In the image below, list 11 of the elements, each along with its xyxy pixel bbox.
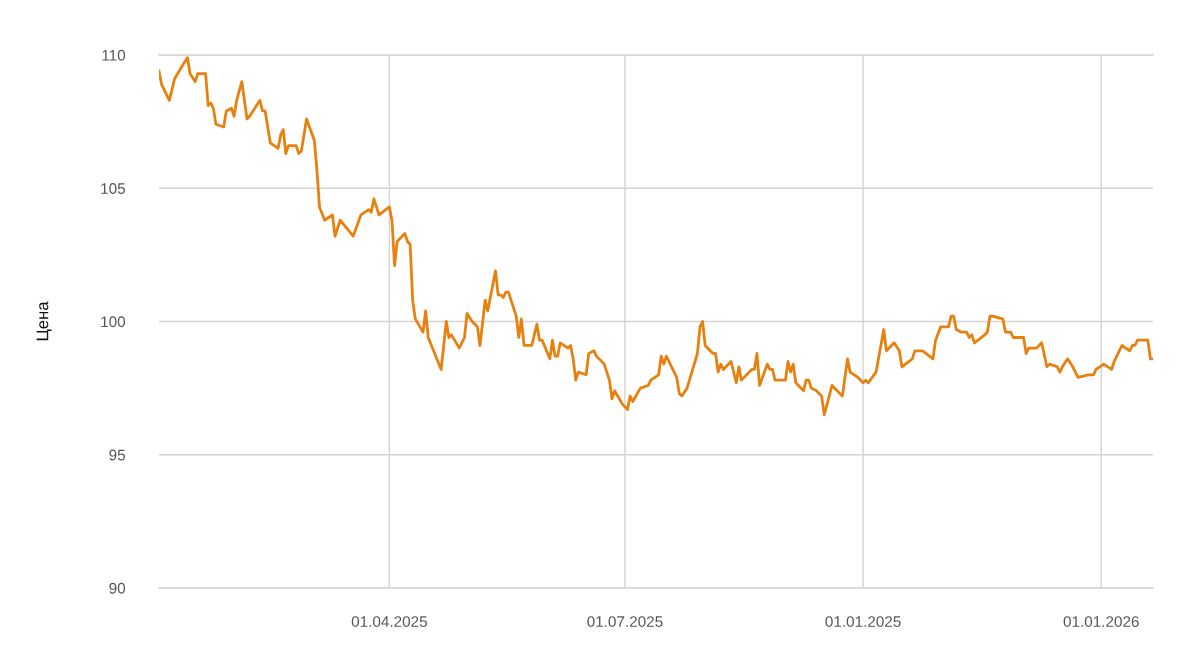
y-tick-label: 105 bbox=[101, 183, 126, 194]
y-tick-label: 90 bbox=[109, 582, 126, 594]
x-tick-label: 01.04.2025 bbox=[351, 616, 427, 627]
y-tick-label: 110 bbox=[102, 49, 126, 61]
line-series bbox=[159, 56, 1153, 417]
y-axis-title: Цена bbox=[36, 301, 52, 341]
x-tick-label: 01.01.2026 bbox=[1063, 616, 1139, 627]
x-tick-label: 01.01.2025 bbox=[825, 616, 901, 627]
y-tick-label: 100 bbox=[101, 316, 126, 328]
y-tick-label: 95 bbox=[109, 449, 126, 461]
x-tick-label: 01.07.2025 bbox=[587, 616, 663, 627]
